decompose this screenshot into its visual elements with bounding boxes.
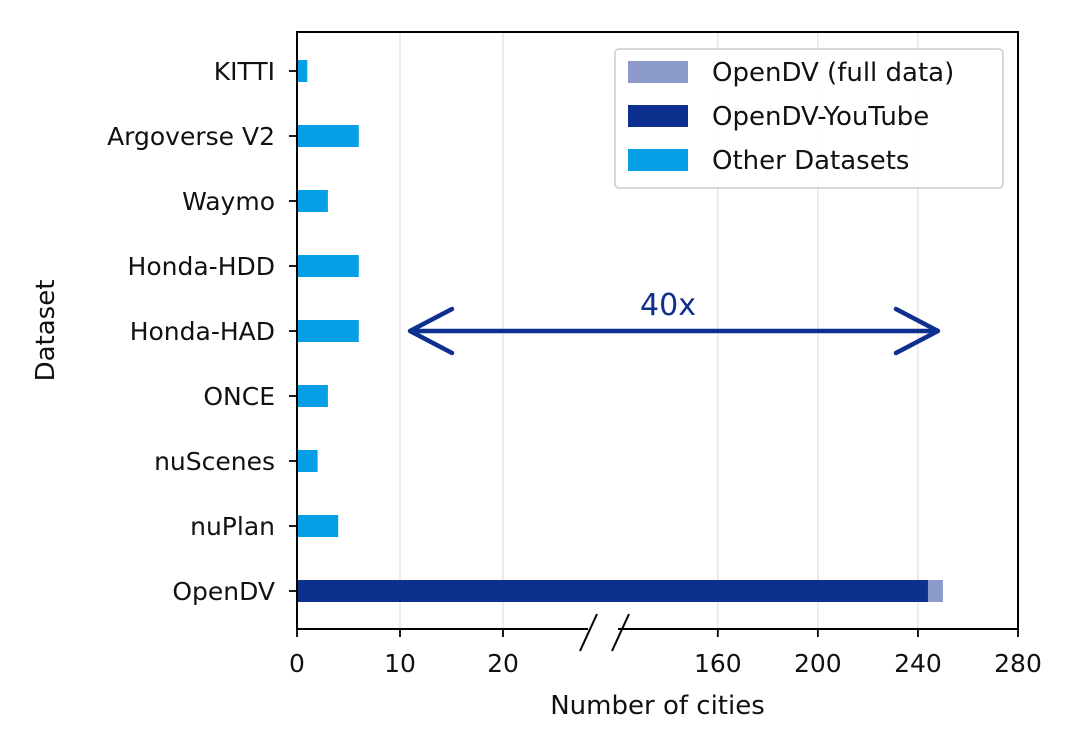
legend-swatch — [628, 149, 688, 171]
y-tick-label: Waymo — [182, 187, 275, 216]
y-tick-label: KITTI — [214, 57, 275, 86]
bar — [297, 190, 328, 212]
legend-swatch — [628, 61, 688, 83]
axis-break-slash — [579, 613, 598, 652]
y-tick-label: ONCE — [203, 382, 275, 411]
legend-label: OpenDV (full data) — [712, 58, 954, 88]
bar — [297, 320, 359, 342]
x-tick-label: 20 — [487, 649, 519, 678]
bar — [297, 125, 359, 147]
bar — [297, 580, 928, 602]
y-tick-label: Honda-HAD — [130, 317, 275, 346]
annotation: 40x — [407, 288, 941, 356]
y-tick-label: nuScenes — [154, 447, 275, 476]
arrow-head-left — [407, 306, 455, 356]
x-tick-label: 0 — [289, 649, 305, 678]
x-tick-label: 10 — [384, 649, 416, 678]
axis-break-marks — [579, 613, 630, 652]
x-axis: 0 10 20 160 200 240 280 — [289, 629, 1042, 678]
bars — [297, 60, 943, 602]
bar — [297, 515, 339, 537]
x-axis-title: Number of cities — [550, 691, 765, 721]
arrow-head-right — [893, 306, 941, 356]
axis-break-gap — [588, 626, 618, 634]
y-tick-label: OpenDV — [172, 577, 275, 606]
y-tick-label: nuPlan — [190, 512, 275, 541]
axis-break-slash — [611, 613, 630, 652]
legend-box — [614, 48, 1004, 189]
bar — [297, 450, 318, 472]
y-axis: KITTI Argoverse V2 Waymo Honda-HDD Honda-HAD… — [107, 57, 297, 606]
x-tick-label: 280 — [994, 649, 1042, 678]
legend-swatch — [628, 105, 688, 127]
legend-label: OpenDV-YouTube — [712, 102, 929, 132]
y-tick-label: Argoverse V2 — [107, 122, 275, 151]
x-tick-label: 240 — [894, 649, 942, 678]
annotation-label: 40x — [640, 288, 696, 323]
y-axis-title: Dataset — [31, 280, 61, 382]
legend: OpenDV (full data) OpenDV-YouTube Other Da… — [614, 48, 1004, 189]
x-tick-label: 200 — [794, 649, 842, 678]
bar — [297, 385, 328, 407]
legend-label: Other Datasets — [712, 146, 909, 176]
bar — [297, 255, 359, 277]
bar — [297, 60, 308, 82]
x-tick-label: 160 — [694, 649, 742, 678]
y-tick-label: Honda-HDD — [128, 252, 275, 281]
